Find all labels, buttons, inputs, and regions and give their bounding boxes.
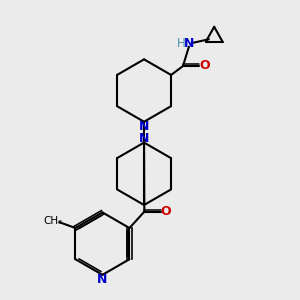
Text: N: N [139,120,149,133]
Text: O: O [161,205,171,218]
Text: O: O [200,59,210,72]
Text: N: N [184,37,194,50]
Text: N: N [97,273,108,286]
Text: CH₃: CH₃ [43,216,62,226]
Text: H: H [177,37,186,50]
Text: N: N [139,132,149,145]
